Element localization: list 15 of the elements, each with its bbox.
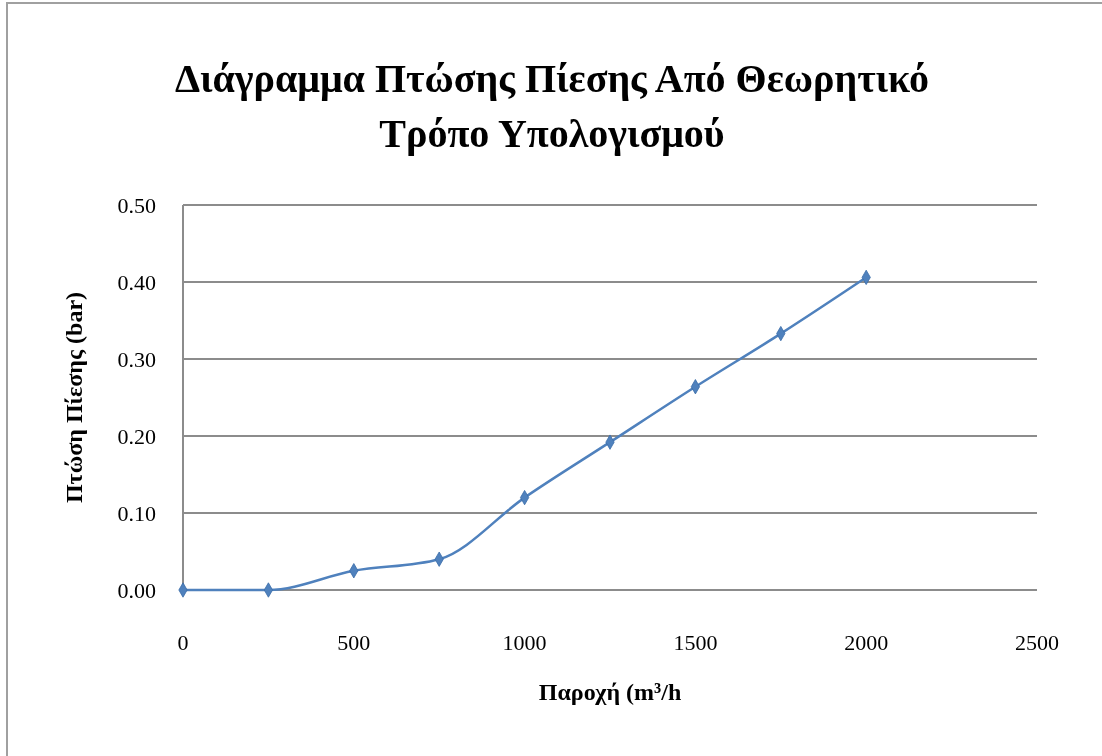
x-axis-title: Παροχή (m³/h: [538, 679, 682, 705]
x-tick-label: 0: [177, 630, 189, 655]
x-tick-label: 2500: [1015, 630, 1059, 655]
y-tick-label: 0.10: [117, 500, 156, 526]
x-tick-label: 1000: [502, 630, 547, 655]
y-tick-label: 0.20: [117, 423, 156, 449]
x-tick-label: 1500: [673, 630, 718, 655]
y-axis-title: Πτώση Πίεσης (bar): [61, 291, 87, 504]
chart-title: Διάγραμμα Πτώσης Πίεσης Από Θεωρητικό Τρόπο Υπολογισμού: [174, 56, 930, 156]
y-tick-label: 0.00: [117, 577, 156, 603]
x-tick-label: 500: [337, 630, 371, 655]
y-tick-label: 0.50: [117, 192, 156, 218]
x-tick-label: 2000: [844, 630, 889, 655]
y-tick-label: 0.40: [117, 269, 156, 295]
y-tick-label: 0.30: [117, 346, 156, 372]
